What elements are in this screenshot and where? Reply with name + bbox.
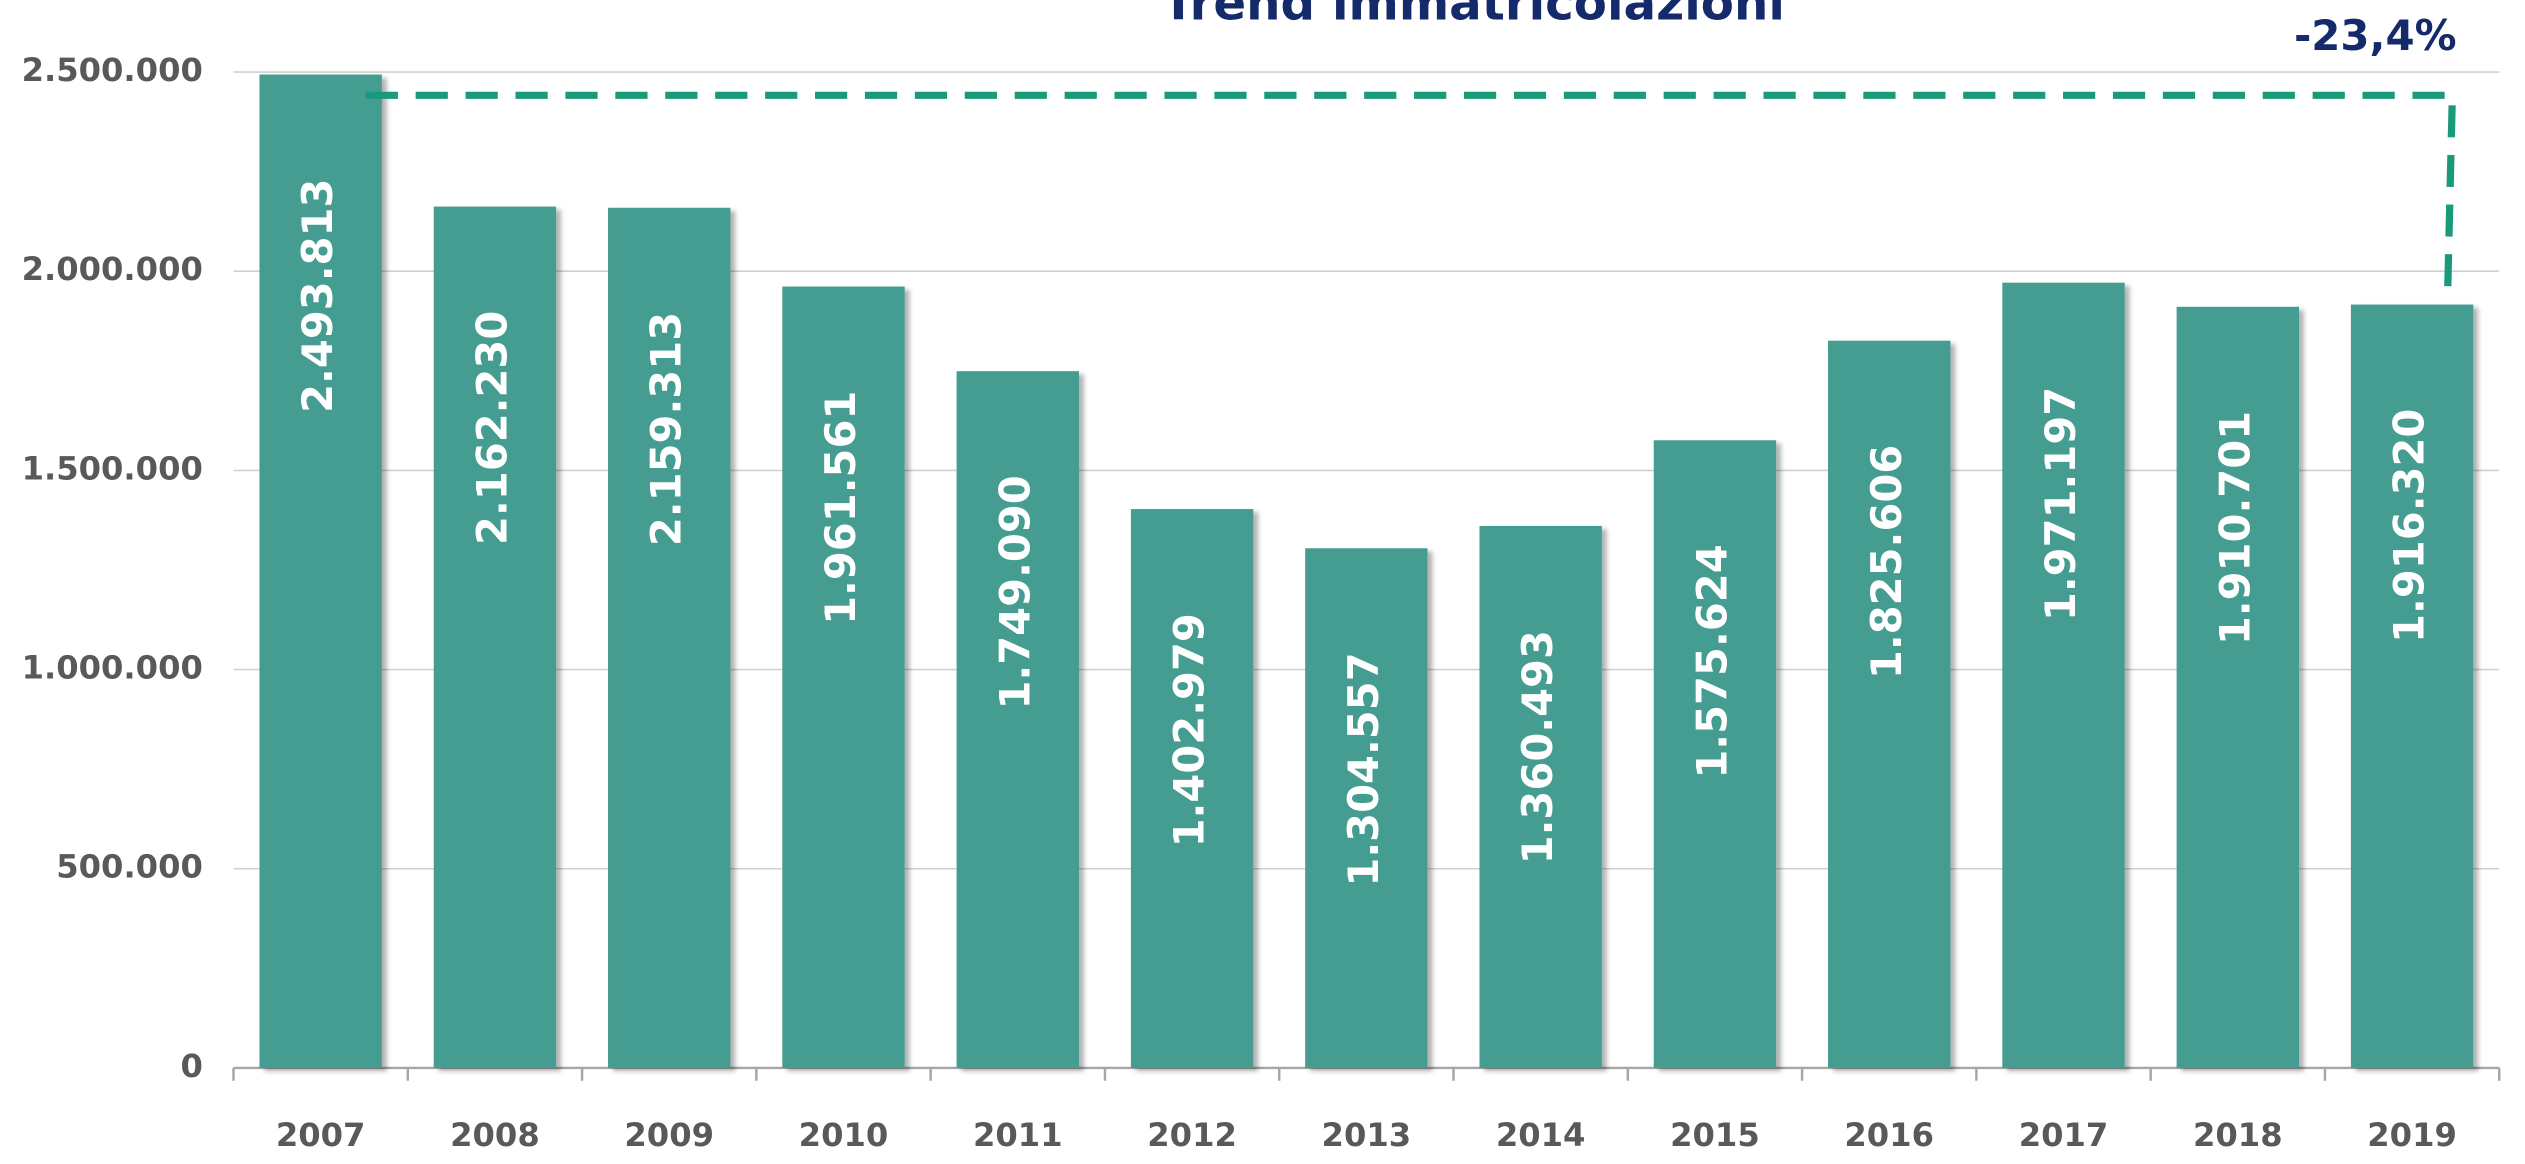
value-label: 1.360.493 <box>1513 630 1562 864</box>
value-label: 1.961.561 <box>816 391 865 625</box>
value-label: 1.402.979 <box>1165 613 1214 847</box>
value-label: 1.575.624 <box>1687 544 1736 778</box>
value-label: 1.304.557 <box>1339 652 1388 886</box>
y-tick-label: 1.500.000 <box>22 449 203 487</box>
x-tick-label: 2016 <box>1844 1116 1934 1154</box>
x-tick-label: 2014 <box>1496 1116 1586 1154</box>
value-label: 1.825.606 <box>1862 445 1911 679</box>
value-label: 1.916.320 <box>2385 409 2434 643</box>
bar <box>1828 340 1951 1068</box>
bar <box>608 207 731 1068</box>
chart-title: Trend immatricolazioni <box>1162 0 1785 31</box>
value-label: 2.493.813 <box>293 179 342 413</box>
value-label: 1.749.090 <box>990 475 1039 709</box>
x-tick-label: 2019 <box>2367 1116 2457 1154</box>
value-label: 1.910.701 <box>2210 411 2259 645</box>
x-tick-label: 2018 <box>2193 1116 2283 1154</box>
bar <box>2176 306 2299 1068</box>
bar <box>2350 304 2474 1068</box>
bar <box>1305 548 1428 1068</box>
bar <box>1653 440 1777 1068</box>
x-tick-label: 2012 <box>1147 1116 1237 1154</box>
y-tick-label: 2.000.000 <box>22 250 203 288</box>
value-label: 2.159.313 <box>642 312 691 546</box>
bar <box>2002 282 2125 1068</box>
y-tick-label: 0 <box>180 1047 202 1085</box>
value-label: 1.971.197 <box>2036 387 2085 621</box>
y-tick-label: 2.500.000 <box>22 51 203 89</box>
x-tick-label: 2008 <box>450 1116 540 1154</box>
annotation: -23,4% <box>2294 11 2457 60</box>
bar <box>1130 509 1254 1068</box>
trend-connector <box>365 91 2457 299</box>
bar <box>1479 525 1602 1068</box>
bar <box>956 371 1079 1068</box>
x-tick-label: 2011 <box>973 1116 1063 1154</box>
value-label: 2.162.230 <box>467 311 516 545</box>
bar <box>782 286 905 1068</box>
bar <box>259 74 382 1068</box>
y-tick-label: 500.000 <box>56 848 203 886</box>
bar <box>433 206 557 1068</box>
x-tick-label: 2015 <box>1670 1116 1760 1154</box>
x-tick-label: 2009 <box>624 1116 714 1154</box>
x-tick-label: 2010 <box>799 1116 889 1154</box>
x-tick-label: 2013 <box>1322 1116 1412 1154</box>
x-tick-label: 2017 <box>2019 1116 2109 1154</box>
y-tick-label: 1.000.000 <box>22 649 203 687</box>
x-tick-label: 2007 <box>276 1116 366 1154</box>
